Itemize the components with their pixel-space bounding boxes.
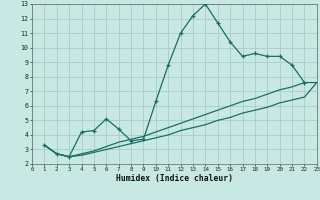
X-axis label: Humidex (Indice chaleur): Humidex (Indice chaleur) bbox=[116, 174, 233, 183]
